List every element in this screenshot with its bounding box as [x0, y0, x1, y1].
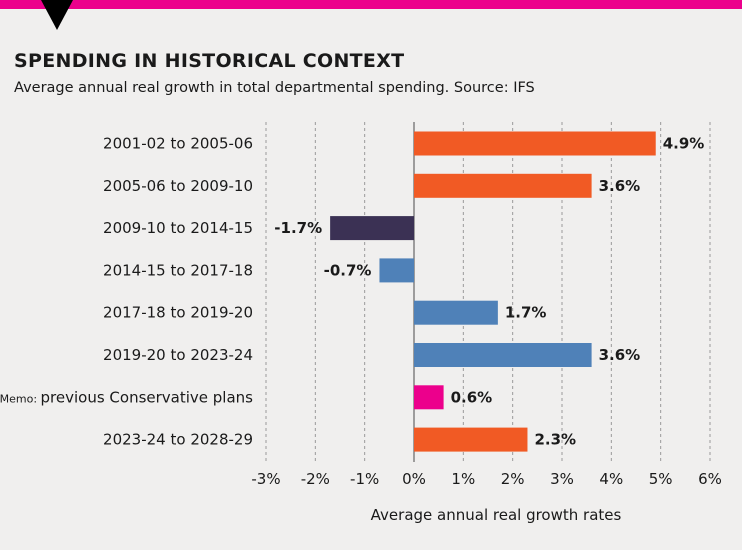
x-tick-label: 2% — [501, 470, 525, 488]
category-label-text: previous Conservative plans — [41, 388, 254, 406]
triangle-marker-icon — [41, 0, 73, 30]
bar — [414, 427, 528, 452]
data-label: 2.3% — [534, 431, 576, 449]
bar — [414, 131, 656, 156]
chart-title: SPENDING IN HISTORICAL CONTEXT — [14, 50, 405, 72]
bar — [330, 216, 414, 241]
category-label: 2005-06 to 2009-10 — [103, 177, 253, 195]
bar — [414, 385, 444, 410]
category-label: 2019-20 to 2023-24 — [103, 346, 253, 364]
category-label: 2009-10 to 2014-15 — [103, 219, 253, 237]
grid-lines — [265, 122, 711, 462]
data-label: 0.6% — [451, 388, 493, 406]
data-label: 4.9% — [663, 135, 705, 153]
x-tick-label: 3% — [550, 470, 574, 488]
x-tick-label: -2% — [301, 470, 330, 488]
bar — [414, 173, 592, 198]
category-label-prefix: Memo: — [0, 392, 41, 405]
data-label: 3.6% — [599, 177, 641, 195]
category-label: Memo: previous Conservative plans — [0, 388, 253, 406]
data-label: 3.6% — [599, 346, 641, 364]
top-accent-bar — [0, 0, 742, 9]
x-tick-label: -3% — [251, 470, 280, 488]
bar — [414, 300, 498, 325]
category-label: 2014-15 to 2017-18 — [103, 261, 253, 279]
bars-group: 2001-02 to 2005-06 4.9% 2005-06 to 2009-10… — [0, 131, 705, 452]
x-axis-label: Average annual real growth rates — [371, 506, 622, 524]
x-axis-ticks: -3% -2% -1% 0% 1% 2% 3% 4% 5% 6% — [251, 470, 722, 488]
category-label: 2023-24 to 2028-29 — [103, 431, 253, 449]
x-tick-label: 1% — [451, 470, 475, 488]
x-tick-label: 6% — [698, 470, 722, 488]
x-tick-label: -1% — [350, 470, 379, 488]
chart-subtitle: Average annual real growth in total depa… — [14, 80, 535, 96]
bar — [414, 343, 592, 367]
x-tick-label: 5% — [649, 470, 673, 488]
category-label: 2017-18 to 2019-20 — [103, 304, 253, 322]
x-tick-label: 4% — [599, 470, 623, 488]
x-tick-label: 0% — [402, 470, 426, 488]
category-label: 2001-02 to 2005-06 — [103, 135, 253, 153]
data-label: 1.7% — [505, 304, 547, 322]
bar — [379, 258, 414, 283]
data-label: -0.7% — [324, 261, 372, 279]
data-label: -1.7% — [274, 219, 322, 237]
